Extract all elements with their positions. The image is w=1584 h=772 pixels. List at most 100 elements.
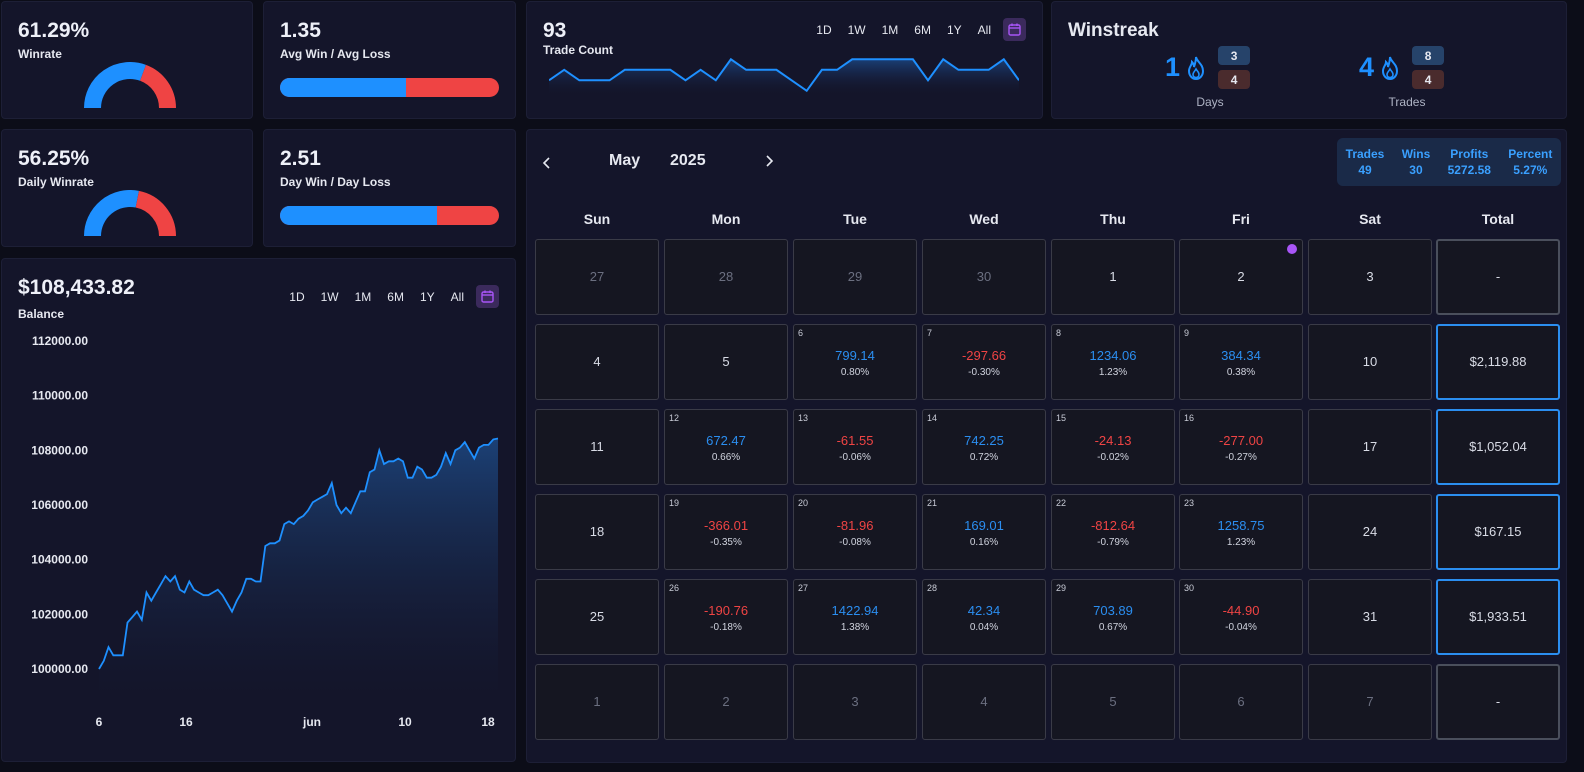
calendar-day[interactable]: 22 -812.64 -0.79% bbox=[1051, 494, 1175, 570]
day-pnl: 384.34 bbox=[1221, 348, 1261, 363]
winstreak-card: Winstreak 1 3 4 Days 4 8 4 Trades bbox=[1051, 1, 1567, 119]
day-number: 6 bbox=[798, 328, 804, 338]
calendar-day[interactable]: 19 -366.01 -0.35% bbox=[664, 494, 788, 570]
next-month-button[interactable] bbox=[763, 154, 775, 173]
day-percent: -0.27% bbox=[1225, 452, 1257, 463]
tf-6m[interactable]: 6M bbox=[914, 22, 931, 37]
tf-1y[interactable]: 1Y bbox=[419, 289, 435, 304]
day-number: 6 bbox=[1237, 694, 1245, 709]
week-total-value: - bbox=[1495, 269, 1501, 284]
week-total[interactable]: $167.15 bbox=[1436, 494, 1560, 570]
day-pnl: -190.76 bbox=[703, 603, 749, 618]
calendar-day[interactable]: 24 bbox=[1308, 494, 1432, 570]
calendar-day[interactable]: 17 bbox=[1308, 409, 1432, 485]
calendar-day[interactable]: 7 bbox=[1308, 664, 1432, 740]
tf-1w[interactable]: 1W bbox=[320, 289, 339, 304]
calendar-day[interactable]: 1 bbox=[535, 664, 659, 740]
tf-1d[interactable]: 1D bbox=[816, 22, 832, 37]
calendar-day[interactable]: 29 bbox=[793, 239, 917, 315]
day-number: 19 bbox=[669, 498, 680, 508]
calendar-day[interactable]: 12 672.47 0.66% bbox=[664, 409, 788, 485]
tf-1m[interactable]: 1M bbox=[881, 22, 899, 37]
calendar-day[interactable]: 5 bbox=[664, 324, 788, 400]
avg-ratio-bar bbox=[280, 78, 499, 97]
tf-1m[interactable]: 1M bbox=[354, 289, 372, 304]
gauge-loss-arc bbox=[135, 190, 176, 237]
calendar-day[interactable]: 26 -190.76 -0.18% bbox=[664, 579, 788, 655]
calendar-day[interactable]: 18 bbox=[535, 494, 659, 570]
calendar-day[interactable]: 20 -81.96 -0.08% bbox=[793, 494, 917, 570]
tf-6m[interactable]: 6M bbox=[387, 289, 404, 304]
tf-all[interactable]: All bbox=[977, 22, 991, 37]
calendar-day[interactable]: 28 42.34 0.04% bbox=[922, 579, 1046, 655]
calendar-day[interactable]: 21 169.01 0.16% bbox=[922, 494, 1046, 570]
day-percent: 0.04% bbox=[969, 622, 999, 633]
day-number: 3 bbox=[851, 694, 859, 709]
week-total[interactable]: - bbox=[1436, 239, 1560, 315]
calendar-day[interactable]: 11 bbox=[535, 409, 659, 485]
summary-wins: Wins 30 bbox=[1401, 147, 1431, 177]
calendar-day[interactable]: 3 bbox=[793, 664, 917, 740]
calendar-day[interactable]: 28 bbox=[664, 239, 788, 315]
calendar-card: May 2025 Trades 49 Wins 30 Profits 5272.58 … bbox=[526, 129, 1567, 763]
chevron-left-icon bbox=[542, 157, 550, 169]
day-number: 14 bbox=[927, 413, 938, 423]
balance-calendar-button[interactable] bbox=[476, 285, 499, 308]
day-number: 18 bbox=[589, 524, 605, 539]
y-tick-label: 100000.00 bbox=[31, 662, 88, 676]
tf-1d[interactable]: 1D bbox=[289, 289, 305, 304]
calendar-day[interactable]: 25 bbox=[535, 579, 659, 655]
calendar-day[interactable]: 9 384.34 0.38% bbox=[1179, 324, 1303, 400]
day-number: 2 bbox=[722, 694, 730, 709]
week-total[interactable]: - bbox=[1436, 664, 1560, 740]
calendar-day[interactable]: 10 bbox=[1308, 324, 1432, 400]
calendar-day[interactable]: 8 1234.06 1.23% bbox=[1051, 324, 1175, 400]
calendar-day[interactable]: 30 -44.90 -0.04% bbox=[1179, 579, 1303, 655]
calendar-day[interactable]: 27 1422.94 1.38% bbox=[793, 579, 917, 655]
trade-count-label: Trade Count bbox=[543, 43, 614, 57]
calendar-day[interactable]: 23 1258.75 1.23% bbox=[1179, 494, 1303, 570]
day-pnl: 742.25 bbox=[964, 433, 1004, 448]
day-percent: 1.23% bbox=[1226, 537, 1256, 548]
week-total[interactable]: $2,119.88 bbox=[1436, 324, 1560, 400]
calendar-day[interactable]: 6 bbox=[1179, 664, 1303, 740]
weekday-header-thu: Thu bbox=[1100, 211, 1126, 227]
calendar-day[interactable]: 13 -61.55 -0.06% bbox=[793, 409, 917, 485]
tf-1w[interactable]: 1W bbox=[847, 22, 866, 37]
gauge-loss-arc bbox=[139, 64, 176, 109]
calendar-day[interactable]: 7 -297.66 -0.30% bbox=[922, 324, 1046, 400]
winrate-gauge bbox=[84, 62, 176, 109]
calendar-day[interactable]: 1 bbox=[1051, 239, 1175, 315]
weekday-header-mon: Mon bbox=[711, 211, 741, 227]
calendar-day[interactable]: 31 bbox=[1308, 579, 1432, 655]
day-pnl: -812.64 bbox=[1090, 518, 1136, 533]
calendar-day[interactable]: 14 742.25 0.72% bbox=[922, 409, 1046, 485]
week-total[interactable]: $1,052.04 bbox=[1436, 409, 1560, 485]
calendar-day[interactable]: 16 -277.00 -0.27% bbox=[1179, 409, 1303, 485]
calendar-day[interactable]: 3 bbox=[1308, 239, 1432, 315]
daily-winrate-card: 56.25% Daily Winrate bbox=[1, 129, 253, 247]
day-pnl: 1258.75 bbox=[1217, 518, 1265, 533]
calendar-day[interactable]: 15 -24.13 -0.02% bbox=[1051, 409, 1175, 485]
calendar-day[interactable]: 30 bbox=[922, 239, 1046, 315]
calendar-day[interactable]: 5 bbox=[1051, 664, 1175, 740]
trade-count-calendar-button[interactable] bbox=[1003, 18, 1026, 41]
tf-all[interactable]: All bbox=[450, 289, 464, 304]
calendar-day[interactable]: 29 703.89 0.67% bbox=[1051, 579, 1175, 655]
calendar-day[interactable]: 6 799.14 0.80% bbox=[793, 324, 917, 400]
calendar-day[interactable]: 27 bbox=[535, 239, 659, 315]
weekday-header-sat: Sat bbox=[1359, 211, 1381, 227]
day-pnl: 42.34 bbox=[967, 603, 1001, 618]
day-pnl: -297.66 bbox=[961, 348, 1007, 363]
day-percent: 0.72% bbox=[969, 452, 999, 463]
calendar-day[interactable]: 4 bbox=[535, 324, 659, 400]
trade-count-area bbox=[549, 59, 1019, 96]
trade-count-line bbox=[549, 57, 1019, 93]
tf-1y[interactable]: 1Y bbox=[946, 22, 962, 37]
calendar-day[interactable]: 2 bbox=[1179, 239, 1303, 315]
prev-month-button[interactable] bbox=[541, 154, 553, 175]
calendar-day[interactable]: 2 bbox=[664, 664, 788, 740]
winrate-card: 61.29% Winrate bbox=[1, 1, 253, 119]
calendar-day[interactable]: 4 bbox=[922, 664, 1046, 740]
week-total[interactable]: $1,933.51 bbox=[1436, 579, 1560, 655]
